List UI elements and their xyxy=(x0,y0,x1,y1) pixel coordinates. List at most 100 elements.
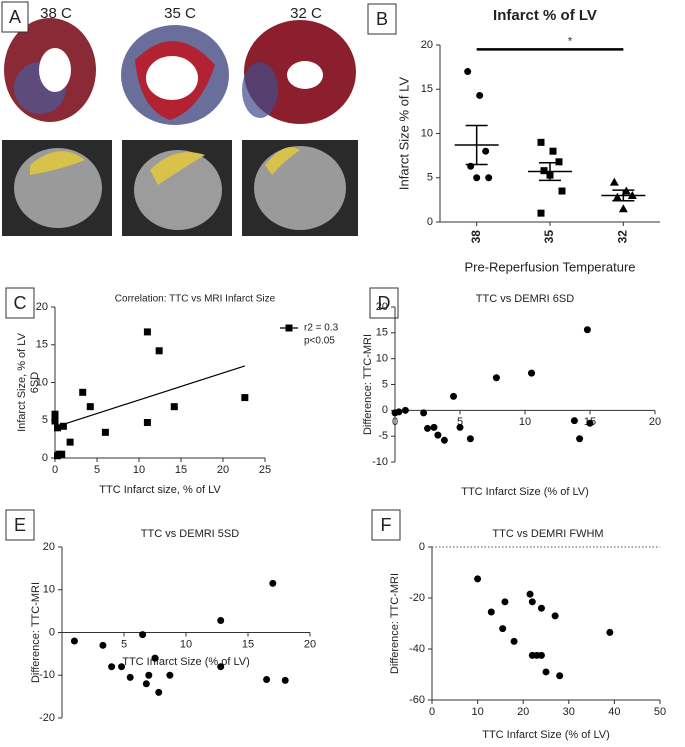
x-tick-label: 5 xyxy=(121,638,127,650)
y-axis-label: 6SD xyxy=(29,372,41,393)
point xyxy=(99,641,107,649)
x-tick-label: 25 xyxy=(259,464,271,476)
y-axis-label: Difference: TTC-MRI xyxy=(389,573,401,674)
point xyxy=(555,158,563,166)
y-tick-label: 10 xyxy=(376,353,388,365)
point xyxy=(395,408,403,416)
x-tick-label: 0 xyxy=(52,464,58,476)
y-tick-label: 10 xyxy=(36,376,48,388)
y-tick-label: 0 xyxy=(49,626,55,638)
y-tick-label: -5 xyxy=(378,430,388,442)
heart-cavity xyxy=(146,56,198,100)
point xyxy=(118,663,126,671)
point xyxy=(430,423,438,431)
panel-label-box xyxy=(367,3,397,35)
y-axis-label: Infarct Size % of LV xyxy=(396,77,411,191)
point xyxy=(501,598,509,606)
annotation: p<0.05 xyxy=(304,336,335,347)
point xyxy=(143,328,151,336)
y-tick-label: 5 xyxy=(42,414,48,426)
x-tick-label: 38 xyxy=(469,230,483,244)
point xyxy=(142,680,150,688)
point xyxy=(583,326,591,334)
y-tick-label: 0 xyxy=(382,404,388,416)
point xyxy=(108,663,116,671)
panel-label-box xyxy=(371,509,401,541)
panel-label-box xyxy=(5,509,35,541)
chart-title: TTC vs DEMRI FWHM xyxy=(492,528,603,540)
x-tick-label: 10 xyxy=(180,638,192,650)
panel-label: E xyxy=(14,515,26,535)
point xyxy=(424,424,431,432)
point xyxy=(464,68,472,76)
y-tick-label: 20 xyxy=(376,301,388,313)
y-tick-label: 0 xyxy=(419,541,425,553)
point xyxy=(420,409,428,417)
point xyxy=(155,688,163,696)
point xyxy=(66,438,74,446)
point xyxy=(155,347,163,355)
panel-a: A 38 C 35 C 32 C xyxy=(0,0,362,238)
x-tick-label: 32 xyxy=(616,230,630,244)
y-tick-label: 5 xyxy=(382,378,388,390)
point xyxy=(54,452,62,460)
y-axis-label: Difference: TTC-MRI xyxy=(30,582,42,683)
point xyxy=(576,435,584,443)
point xyxy=(499,625,507,633)
point xyxy=(540,167,548,175)
point xyxy=(263,676,271,684)
x-tick-label: 40 xyxy=(608,706,620,718)
point xyxy=(586,419,594,427)
y-tick-label: -20 xyxy=(39,712,55,724)
y-tick-label: -10 xyxy=(39,669,55,681)
y-tick-label: 15 xyxy=(421,83,433,95)
x-tick-label: 20 xyxy=(304,638,316,650)
point xyxy=(474,575,482,583)
y-tick-label: 20 xyxy=(421,39,433,51)
y-tick-label: 20 xyxy=(43,541,55,553)
point xyxy=(606,628,614,636)
point xyxy=(70,637,78,645)
y-tick-label: 20 xyxy=(36,301,48,313)
point xyxy=(473,174,481,182)
x-tick-label: 10 xyxy=(133,464,145,476)
significance-label: * xyxy=(568,35,573,47)
x-tick-label: 20 xyxy=(649,416,661,428)
point xyxy=(143,419,151,427)
point xyxy=(542,668,550,676)
point xyxy=(440,436,448,444)
point xyxy=(570,417,578,425)
y-axis-label: Infarct Size, % of LV xyxy=(16,332,28,432)
point xyxy=(241,394,249,402)
chart-title: Correlation: TTC vs MRI Infarct Size xyxy=(115,294,276,305)
stained-slices xyxy=(4,18,356,125)
point xyxy=(618,204,628,213)
point xyxy=(528,598,536,606)
x-tick-label: 0 xyxy=(429,706,435,718)
y-tick-label: 5 xyxy=(427,172,433,184)
panel-label: F xyxy=(381,515,392,535)
x-tick-label: 0 xyxy=(392,416,398,428)
panel-label-box xyxy=(369,287,399,319)
panel-label-box xyxy=(5,287,35,319)
mri-infarct xyxy=(265,147,300,175)
point xyxy=(401,406,409,414)
y-tick-label: -60 xyxy=(409,694,425,706)
point xyxy=(537,604,545,612)
point xyxy=(537,651,545,659)
y-tick-label: -10 xyxy=(372,456,388,468)
x-tick-label: 10 xyxy=(519,416,531,428)
mri-infarct xyxy=(30,151,85,175)
point xyxy=(485,174,493,182)
point xyxy=(528,369,535,377)
point xyxy=(281,676,289,684)
heart-slice xyxy=(242,62,278,118)
point xyxy=(612,192,622,201)
point xyxy=(609,177,619,186)
point xyxy=(101,428,109,436)
mri-images xyxy=(2,140,358,236)
x-axis-label: TTC Infarct Size (% of LV) xyxy=(461,486,589,498)
panel-label: C xyxy=(14,293,27,313)
point xyxy=(510,637,518,645)
